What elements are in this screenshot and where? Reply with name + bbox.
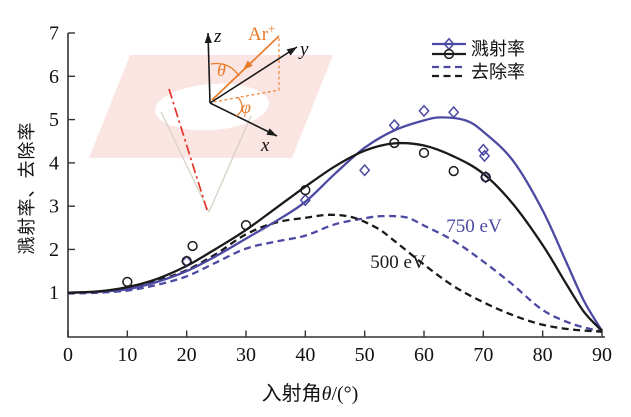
svg-text:Ar+: Ar+ [248,21,275,45]
legend-label-sputter-rate: 溅射率 [471,39,525,59]
x-axis-label-prefix: 入射角 [261,383,322,405]
x-axis-label: 入射角θ/(°) [210,377,410,406]
svg-text:7: 7 [49,23,59,45]
svg-text:3: 3 [49,196,59,218]
svg-text:6: 6 [49,66,59,88]
svg-text:5: 5 [49,109,59,131]
y-axis-label: 溅射率、去除率 [17,121,37,255]
svg-text:4: 4 [49,152,59,174]
svg-text:θ: θ [217,60,226,80]
x-axis-label-theta: θ [321,383,332,405]
svg-text:x: x [260,135,270,156]
legend-label-removal-rate: 去除率 [471,62,525,82]
annotation-750ev: 750 eV [446,216,502,237]
x-axis-label-suffix: /(°) [331,383,359,405]
svg-text:z: z [213,26,222,47]
svg-text:40: 40 [295,344,315,366]
svg-text:50: 50 [355,344,375,366]
svg-text:φ: φ [241,97,251,117]
svg-text:20: 20 [177,344,197,366]
svg-text:90: 90 [592,344,612,366]
svg-text:1: 1 [49,282,59,304]
svg-text:0: 0 [63,344,73,366]
svg-text:80: 80 [533,344,553,366]
annotation-500ev: 500 eV [370,252,426,273]
svg-text:10: 10 [117,344,137,366]
svg-text:30: 30 [236,344,256,366]
svg-text:60: 60 [414,344,434,366]
svg-text:2: 2 [49,239,59,261]
svg-text:70: 70 [473,344,493,366]
svg-text:y: y [298,39,309,60]
